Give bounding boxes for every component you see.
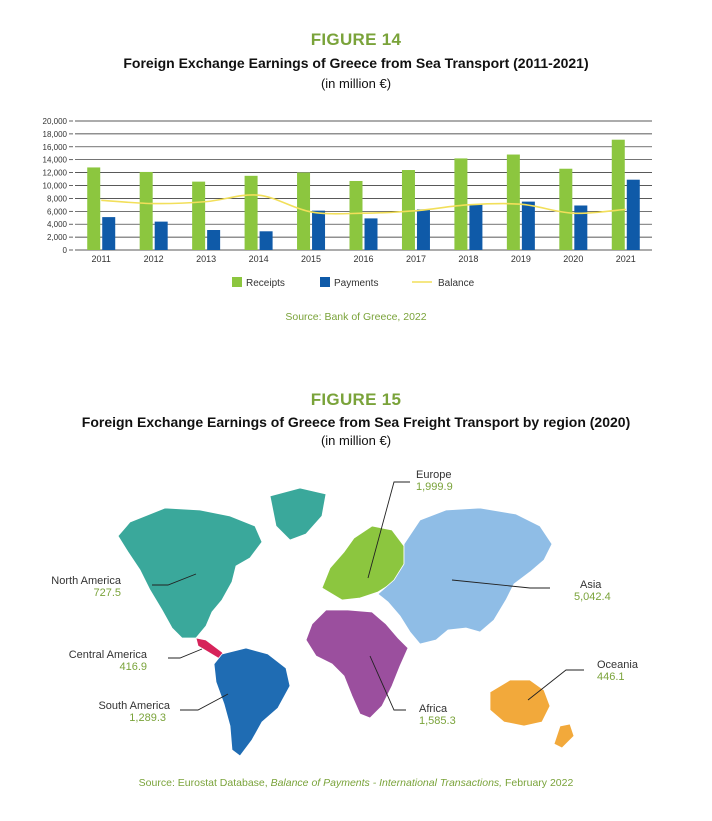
bar-receipts <box>401 170 415 250</box>
figure14-title: Foreign Exchange Earnings of Greece from… <box>123 55 589 71</box>
source-suffix: February 2022 <box>502 777 574 789</box>
bar-receipts <box>139 171 153 250</box>
bar-payments <box>521 201 535 250</box>
figure14-label: FIGURE 14 <box>310 30 402 49</box>
figure15-title: Foreign Exchange Earnings of Greece from… <box>81 414 631 430</box>
legend-label: Balance <box>438 278 475 289</box>
y-tick-label: 0 <box>63 246 68 255</box>
y-tick-label: 4,000 <box>47 220 68 229</box>
source-prefix: Source: Eurostat Database, <box>138 777 271 789</box>
bar-receipts <box>506 154 520 250</box>
y-tick-label: 8,000 <box>47 194 68 203</box>
value-africa: 1,585.3 <box>419 715 456 727</box>
figure14-unit: (in million €) <box>320 76 392 91</box>
x-tick-label: 2019 <box>511 254 531 264</box>
bar-payments <box>154 221 168 250</box>
bar-payments <box>364 218 378 250</box>
label-south-america: South America <box>98 700 170 712</box>
x-tick-label: 2020 <box>563 254 583 264</box>
value-south-america: 1,289.3 <box>129 712 166 724</box>
bar-payments <box>574 205 588 250</box>
africa-shape <box>305 609 409 719</box>
balance-line <box>101 194 626 215</box>
oceania-shape <box>489 679 551 727</box>
legend-swatch <box>320 277 330 287</box>
bar-receipts <box>87 167 101 250</box>
greenland-shape <box>269 487 327 541</box>
bar-payments <box>416 209 430 250</box>
y-tick-label: 6,000 <box>47 207 68 216</box>
label-europe: Europe <box>416 469 451 481</box>
value-north-america: 727.5 <box>93 587 121 599</box>
legend-label: Payments <box>334 278 378 289</box>
label-north-america: North America <box>51 575 122 587</box>
bar-payments <box>102 217 116 250</box>
y-tick-label: 14,000 <box>43 156 68 165</box>
y-tick-label: 16,000 <box>43 143 68 152</box>
north-america-shape <box>117 507 263 639</box>
x-tick-label: 2012 <box>144 254 164 264</box>
x-tick-label: 2018 <box>458 254 478 264</box>
legend-label: Receipts <box>246 278 285 289</box>
x-tick-label: 2016 <box>353 254 373 264</box>
south-america-shape <box>213 647 291 757</box>
figure15-source: Source: Eurostat Database, Balance of Pa… <box>0 777 712 789</box>
value-oceania: 446.1 <box>597 671 625 683</box>
label-oceania: Oceania <box>597 659 639 671</box>
y-tick-label: 2,000 <box>47 233 68 242</box>
figure15-label: FIGURE 15 <box>310 390 402 409</box>
bar-payments <box>207 230 221 250</box>
value-central-america: 416.9 <box>119 661 147 673</box>
y-tick-label: 10,000 <box>43 182 68 191</box>
label-asia: Asia <box>580 579 602 591</box>
x-tick-label: 2021 <box>616 254 636 264</box>
x-tick-label: 2011 <box>92 254 111 264</box>
bar-payments <box>626 179 640 250</box>
y-tick-label: 20,000 <box>43 117 68 126</box>
bar-payments <box>259 231 273 250</box>
world-map: North America 727.5 Central America 416.… <box>51 469 639 757</box>
bar-payments <box>469 204 483 250</box>
y-tick-label: 18,000 <box>43 130 68 139</box>
x-tick-label: 2017 <box>406 254 426 264</box>
figure15-unit: (in million €) <box>320 433 392 448</box>
figure14-source: Source: Bank of Greece, 2022 <box>285 311 427 323</box>
y-tick-label: 12,000 <box>43 169 68 178</box>
bar-receipts <box>454 158 468 250</box>
bar-payments <box>312 210 326 250</box>
x-tick-label: 2013 <box>196 254 216 264</box>
bar-receipts <box>192 181 206 250</box>
bar-receipts <box>244 175 258 250</box>
value-europe: 1,999.9 <box>416 481 453 493</box>
label-africa: Africa <box>419 703 448 715</box>
bar-receipts <box>297 172 311 250</box>
value-asia: 5,042.4 <box>574 591 611 603</box>
bar-receipts <box>611 139 625 250</box>
x-tick-label: 2014 <box>249 254 269 264</box>
bar-chart: 0 2,000 4,000 6,000 8,000 10,000 12,000 14,000 1… <box>43 117 652 289</box>
bar-receipts <box>349 180 363 250</box>
bar-receipts <box>559 168 573 250</box>
legend-swatch <box>232 277 242 287</box>
x-tick-label: 2015 <box>301 254 321 264</box>
label-central-america: Central America <box>69 649 148 661</box>
new-zealand-shape <box>553 723 575 749</box>
source-italic: Balance of Payments - International Tran… <box>270 777 503 789</box>
asia-shape <box>377 507 553 645</box>
